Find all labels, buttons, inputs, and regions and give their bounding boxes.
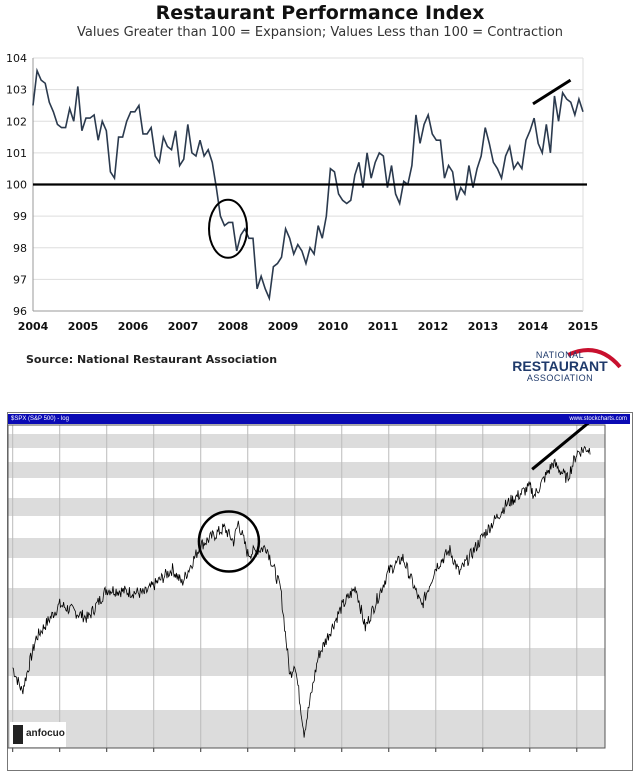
nra-logo-arc-icon [567, 348, 622, 369]
y-tick-label: 98 [13, 242, 27, 255]
y-tick-label: 103 [6, 84, 27, 97]
x-tick-label: 2007 [168, 320, 199, 333]
annotation-trend-line [531, 421, 590, 471]
grid-band [8, 434, 605, 448]
x-tick-label: 2012 [418, 320, 449, 333]
chart-subtitle: Values Greater than 100 = Expansion; Val… [76, 25, 564, 40]
spx-header-right: www.stockcharts.com [569, 416, 627, 422]
x-tick-label: 2013 [468, 320, 499, 333]
x-tick-label: 2010 [318, 320, 349, 333]
logo-line1: NATIONAL [535, 350, 585, 360]
grid-band [8, 538, 605, 558]
watermark-logo: anfocuo [10, 722, 66, 747]
y-tick-label: 96 [13, 305, 27, 318]
y-tick-label: 101 [6, 147, 27, 160]
x-tick-label: 2008 [218, 320, 249, 333]
y-tick-label: 100 [6, 179, 27, 192]
source-note: Source: National Restaurant Association [26, 353, 278, 366]
logo-line2: RESTAURANT [512, 358, 608, 374]
x-tick-label: 2009 [268, 320, 299, 333]
spx-series-line [12, 445, 591, 738]
watermark-icon [13, 725, 23, 744]
x-tick-label: 2006 [118, 320, 149, 333]
watermark-text: anfocuo [26, 728, 65, 739]
grid-band [8, 648, 605, 676]
spx-title: $SPX (S&P 500) - log [11, 416, 69, 422]
nra-logo: NATIONAL RESTAURANT ASSOCIATION [495, 350, 625, 383]
annotation-circle [208, 198, 248, 259]
rpi-series-line [32, 67, 584, 302]
chart-title: Restaurant Performance Index [155, 2, 485, 24]
logo-line3: ASSOCIATION [526, 373, 594, 383]
grid-band [8, 498, 605, 516]
x-tick-label: 2004 [18, 320, 49, 333]
y-tick-label: 97 [13, 273, 27, 286]
x-tick-label: 2014 [518, 320, 549, 333]
annotation-trend-line [532, 78, 572, 106]
x-tick-label: 2005 [68, 320, 99, 333]
rpi-chart: 96 97 98 99 100 101 102 103 104 2004 2005 2006 2007 2… [6, 52, 599, 333]
y-tick-label: 99 [13, 210, 27, 223]
plot-border [7, 424, 606, 749]
grid-band [8, 588, 605, 618]
annotation-circle [197, 510, 261, 573]
spx-chart-header: $SPX (S&P 500) - log www.stockcharts.com [8, 414, 630, 424]
x-tick-label: 2015 [568, 320, 599, 333]
grid-band [8, 462, 605, 478]
y-tick-label: 102 [6, 115, 27, 128]
grid-band [8, 710, 605, 748]
x-tick-label: 2011 [368, 320, 399, 333]
y-tick-label: 104 [6, 52, 27, 65]
